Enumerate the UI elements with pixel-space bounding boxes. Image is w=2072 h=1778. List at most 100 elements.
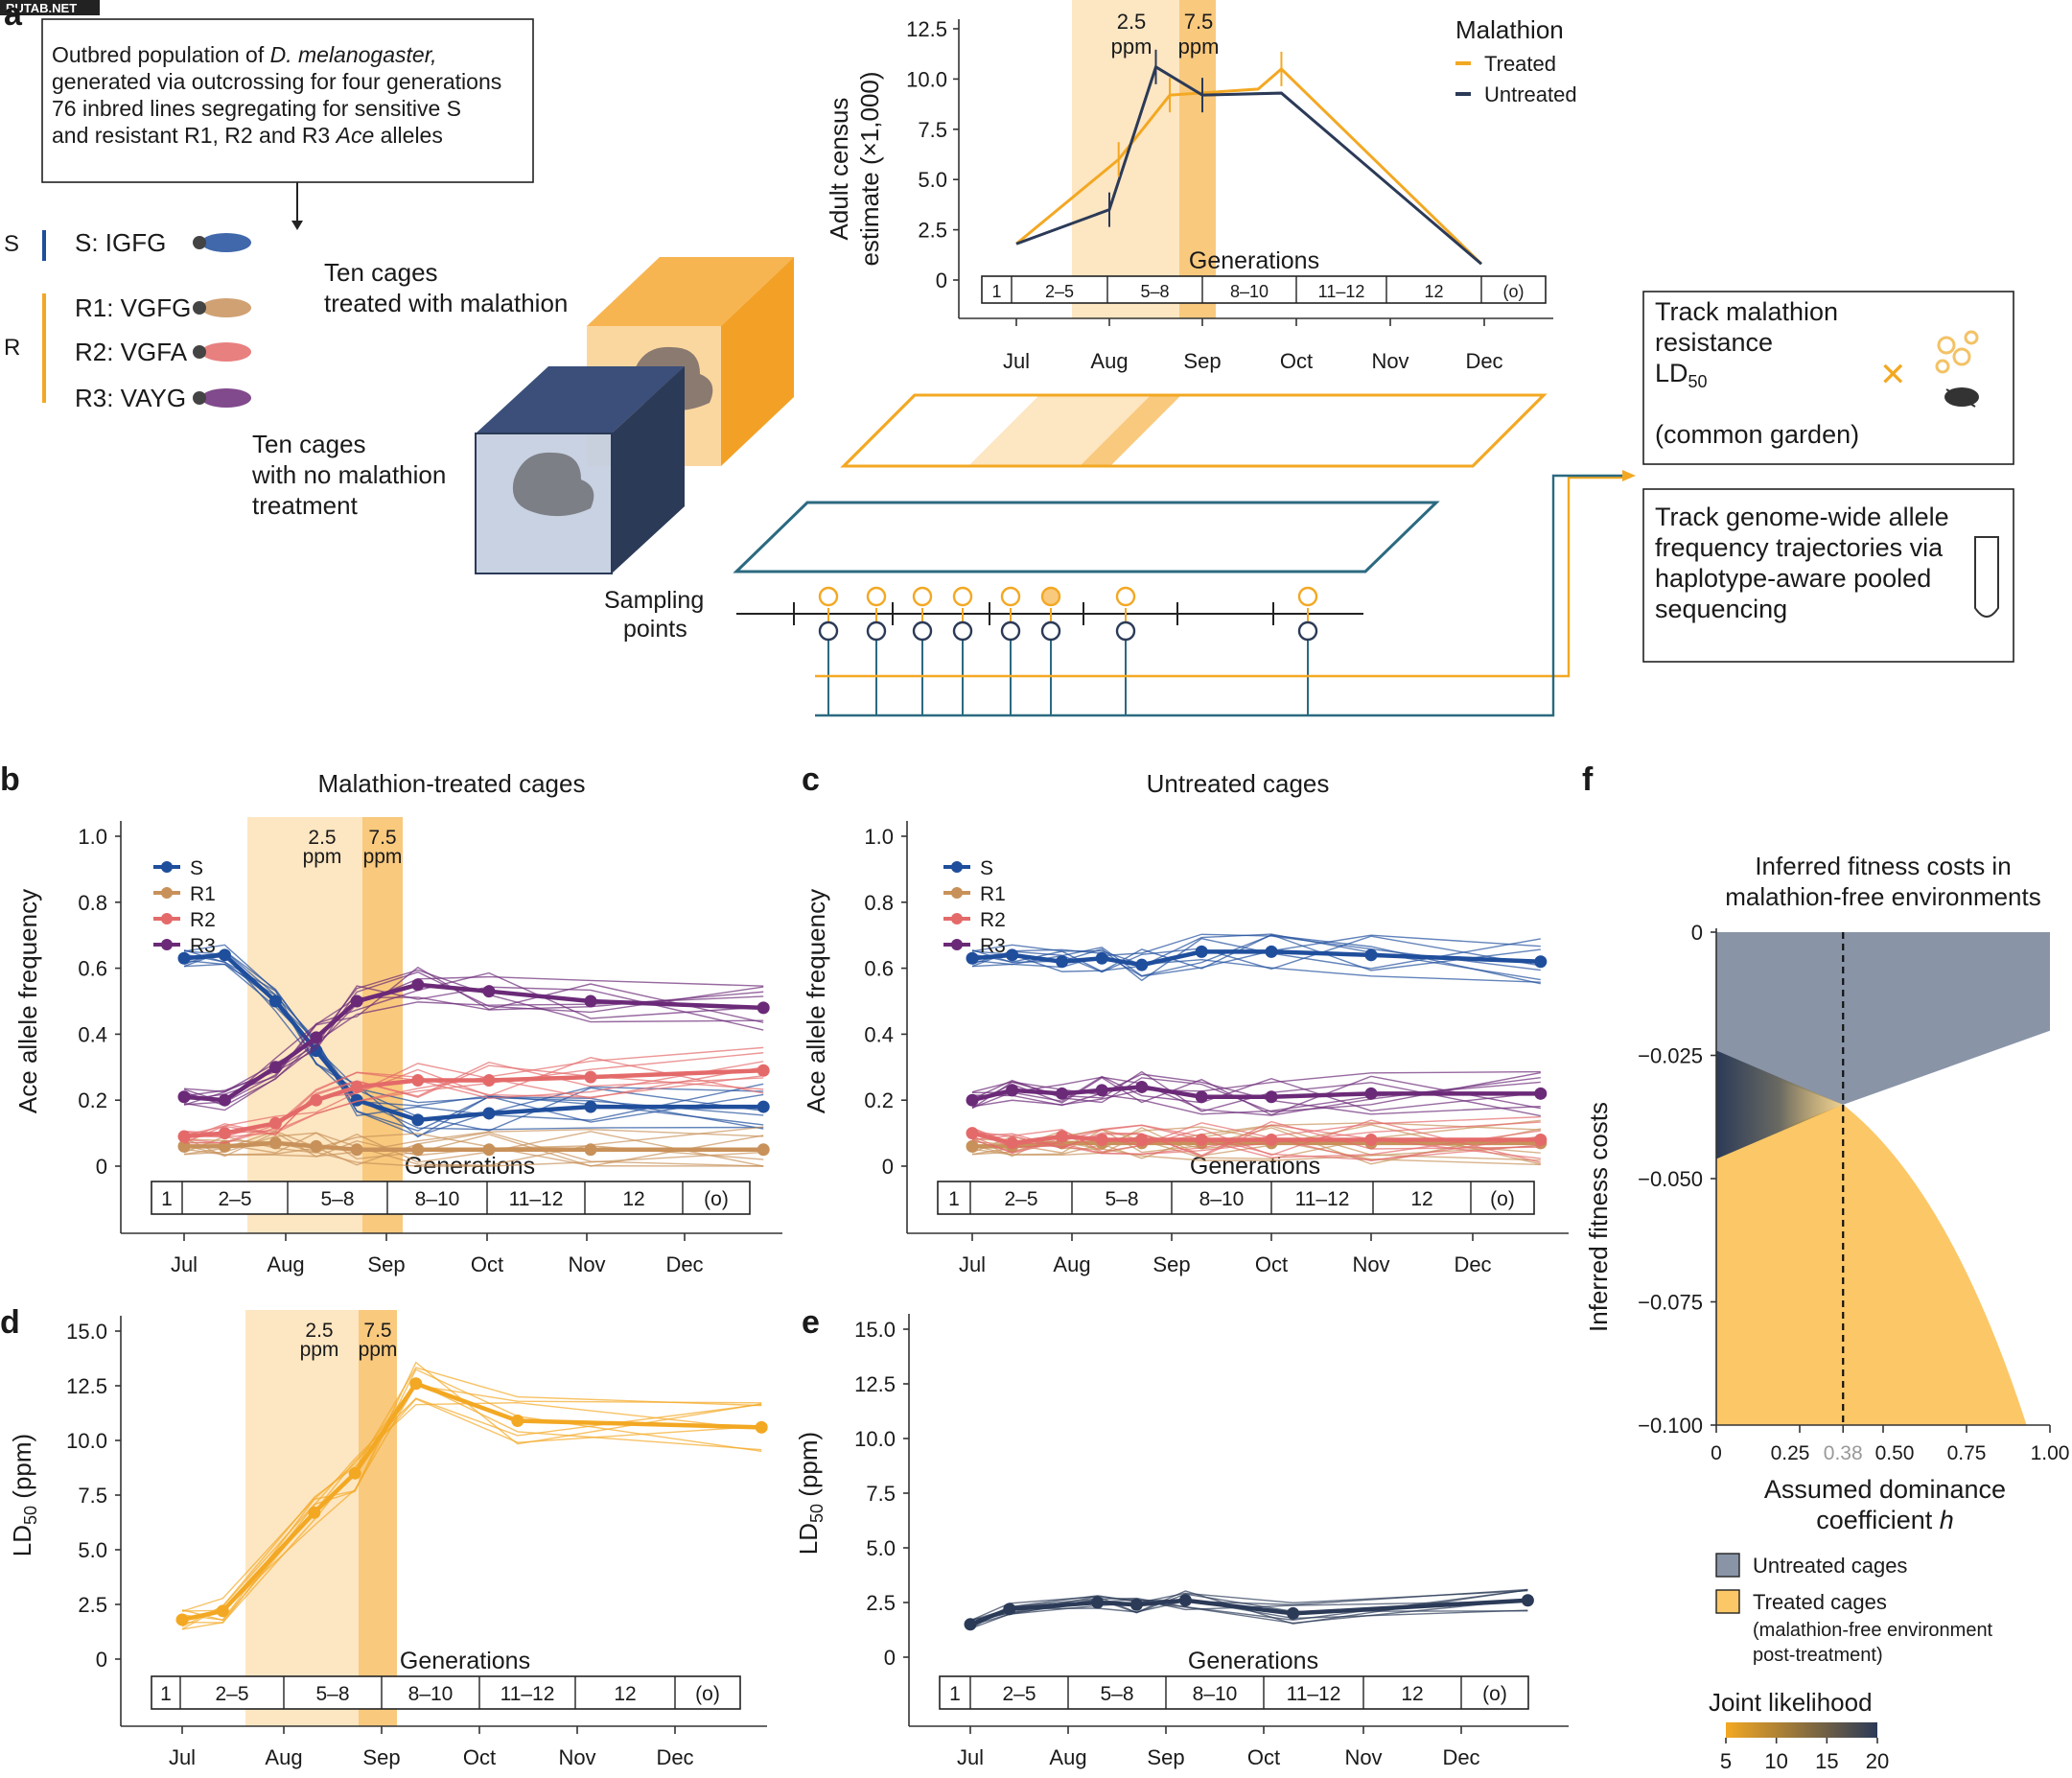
panel-f-colorbar-tick-1: 10 [1764, 1749, 1787, 1773]
panel-d-replicate-line-Treated-3 [181, 1381, 762, 1612]
census-ytick-0: 12.5 [906, 17, 947, 41]
panel-c-generation-3: 8–10 [1199, 1188, 1245, 1210]
sampling-untreated-point-0 [818, 620, 839, 642]
panel-f-colorbar-tick-0: 5 [1720, 1749, 1732, 1773]
census-legend-title: Malathion [1455, 15, 1564, 44]
panel-b-point-R2-0 [177, 1130, 191, 1143]
panel-d-ytick-5: 2.5 [78, 1593, 107, 1617]
panel-c-point-R3-4 [1135, 1080, 1149, 1093]
census-ylabel-2: estimate (×1,000) [855, 71, 884, 266]
panel-d-ytick-0: 15.0 [66, 1320, 107, 1344]
census-generation-1: 2–5 [1045, 282, 1074, 301]
ld50-box-line-2: resistance [1655, 328, 1773, 357]
panel-c-ytick-1: 0.8 [864, 891, 894, 915]
panel-b-ytick-5: 0 [96, 1155, 107, 1179]
panel-f-xlabel-2: coefficient h [1816, 1506, 1954, 1534]
panel-c-legend-S: S [980, 857, 993, 879]
allele-list: S: IGFG R1: VGFG R2: VGFA R3: VAYG [75, 228, 251, 412]
census-month-3: Oct [1280, 349, 1313, 373]
panel-b-ylabel: Ace allele frequency [13, 889, 42, 1113]
sampling-label-1: Sampling [604, 587, 704, 614]
panel-b-point-R2-3 [310, 1093, 323, 1107]
panel-b-band-7-5ppm [362, 817, 403, 1233]
panel-b-point-R1-4 [350, 1143, 363, 1157]
route-arrow-head [1622, 470, 1636, 481]
panel-b-replicate-line-R3-4 [183, 971, 764, 1104]
malathion-molecule-icon [1935, 330, 1979, 374]
panel-f-ytick-3: −0.075 [1638, 1291, 1703, 1315]
sampling-treated-point-2 [912, 586, 933, 607]
census-month-1: Aug [1090, 349, 1128, 373]
fly-head-icon-1 [193, 301, 206, 315]
panel-b-point-R3-8 [757, 1001, 770, 1015]
sampling-points [736, 586, 1363, 715]
genome-box-line-2: frequency trajectories via [1655, 533, 1944, 562]
panel-b-point-R2-4 [350, 1080, 363, 1093]
sampling-untreated-point-4 [1000, 620, 1021, 642]
panel-f-xtick-4: 0.75 [1947, 1442, 1987, 1464]
panel-c-replicate-line-R3-2 [971, 1073, 1541, 1115]
panel-d-month-3: Oct [463, 1745, 496, 1769]
panel-b-replicate-line-R3-6 [183, 995, 764, 1093]
s-group-label: S [4, 231, 19, 257]
panel-f-letter: f [1582, 761, 1594, 798]
untreated-route [815, 474, 1622, 717]
panel-f-xtick-1: 0.25 [1771, 1442, 1810, 1464]
treated-cages-label-1: Ten cages [324, 258, 438, 287]
tube-icon [1974, 536, 1999, 618]
panel-d-generation-1: 2–5 [215, 1683, 248, 1705]
panel-c-replicate-line-S-5 [971, 937, 1541, 982]
census-untreated-line [1015, 64, 1482, 266]
panel-d-point-Treated-0 [175, 1613, 189, 1626]
watermark-badge [0, 0, 100, 15]
panel-e-generation-3: 8–10 [1193, 1683, 1238, 1705]
panel-c-generation-1: 2–5 [1004, 1188, 1037, 1210]
panel-f-xtick-5: 1.00 [2031, 1442, 2070, 1464]
census-month-0: Jul [1003, 349, 1030, 373]
census-ytick-1: 10.0 [906, 67, 947, 91]
panel-d-band-7-5ppm [359, 1310, 397, 1726]
panel-f-legend-untreated: Untreated cages [1753, 1554, 1907, 1578]
panel-e-point-Untreated-1 [1003, 1603, 1016, 1616]
panel-e-ytick-4: 5.0 [866, 1536, 896, 1560]
panel-f-legend-treated-2: (malathion-free environment [1753, 1620, 1993, 1641]
panel-b-replicate-line-R3-5 [183, 985, 764, 1106]
panel-d-band-2-label-bottom: ppm [359, 1339, 398, 1361]
fly-icon-3 [201, 388, 251, 408]
sampling-treated-point-6 [1115, 586, 1136, 607]
panel-e: e 15.0 12.5 10.0 7.5 5.0 2.5 0 Jul Aug Sep Oct Nov De… [794, 1304, 1569, 1769]
panel-e-ytick-2: 10.0 [854, 1427, 896, 1451]
panel-d-month-1: Aug [265, 1745, 302, 1769]
r-group-label: R [4, 335, 20, 361]
panel-c-month-5: Dec [1454, 1252, 1491, 1276]
panel-b-generation-bar [151, 1181, 751, 1215]
panel-c-generation-bar [937, 1181, 1535, 1215]
panel-f-colorbar-tick-2: 15 [1815, 1749, 1838, 1773]
panel-b-letter: b [0, 761, 20, 798]
census-treated-line [1015, 66, 1483, 266]
census-generation-2: 5–8 [1140, 282, 1169, 301]
genome-tracking-box [1642, 488, 2014, 663]
panel-c-legend-marker-R3 [951, 939, 963, 950]
panel-b-point-R2-2 [268, 1116, 282, 1130]
panel-c-generation-5: 12 [1410, 1188, 1432, 1210]
census-legend-untreated: Untreated [1484, 82, 1577, 106]
panel-e-month-5: Dec [1442, 1745, 1479, 1769]
panel-b-band-1-label-top: 2.5 [308, 827, 336, 849]
panel-b-point-R3-3 [310, 1031, 323, 1044]
panel-c-point-R3-6 [1265, 1090, 1278, 1104]
untreated-cages-label-3: treatment [252, 491, 359, 520]
sampling-untreated-point-1 [866, 620, 887, 642]
panel-f: f Inferred fitness costs inmalathion-free… [1582, 761, 2069, 1773]
panel-c-point-S-2 [1056, 955, 1069, 969]
panel-e-ytick-5: 2.5 [866, 1591, 896, 1615]
panel-d-ytick-1: 12.5 [66, 1374, 107, 1398]
panel-b-replicate-line-R3-2 [183, 969, 764, 1107]
sampling-treated-point-1 [866, 586, 887, 607]
panel-c-title: Untreated cages [1147, 769, 1330, 798]
panel-d-band-1-label-top: 2.5 [305, 1320, 333, 1342]
panel-c-month-1: Aug [1053, 1252, 1090, 1276]
outbred-population-box [41, 18, 534, 183]
